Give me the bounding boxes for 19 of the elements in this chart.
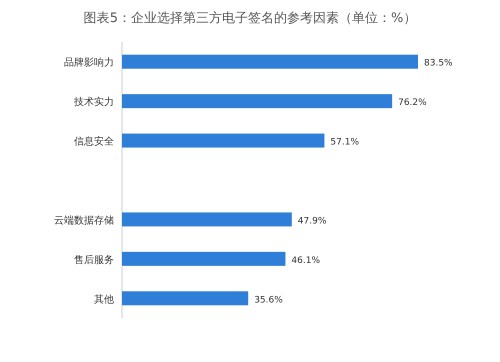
bar <box>122 94 392 108</box>
y-tick-label: 品牌影响力 <box>64 56 114 69</box>
data-label: 35.6% <box>254 295 284 306</box>
data-label: 76.2% <box>398 98 428 108</box>
bar <box>122 291 248 306</box>
data-label: 46.1% <box>291 256 320 266</box>
data-label: 57.1% <box>330 138 360 148</box>
chart-title: 图表5：企业选择第三方电子签名的参考因素（单位：%） <box>84 10 416 26</box>
data-label: 47.9% <box>298 216 327 226</box>
data-label: 83.5% <box>424 58 454 69</box>
y-tick-label: 技术实力 <box>73 96 114 108</box>
bar <box>122 252 286 266</box>
y-tick-label: 云端数据存储 <box>54 214 114 226</box>
bar <box>122 134 324 148</box>
y-tick-label: 售后服务 <box>74 254 114 266</box>
y-tick-label: 其他 <box>94 293 114 306</box>
bar <box>122 54 418 69</box>
bar <box>122 212 292 226</box>
y-tick-label: 信息安全 <box>74 136 114 148</box>
